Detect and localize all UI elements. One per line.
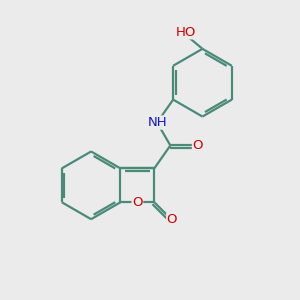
- Text: O: O: [167, 214, 177, 226]
- Text: NH: NH: [147, 116, 167, 129]
- Text: O: O: [132, 196, 142, 209]
- Text: HO: HO: [176, 26, 196, 39]
- Text: O: O: [193, 139, 203, 152]
